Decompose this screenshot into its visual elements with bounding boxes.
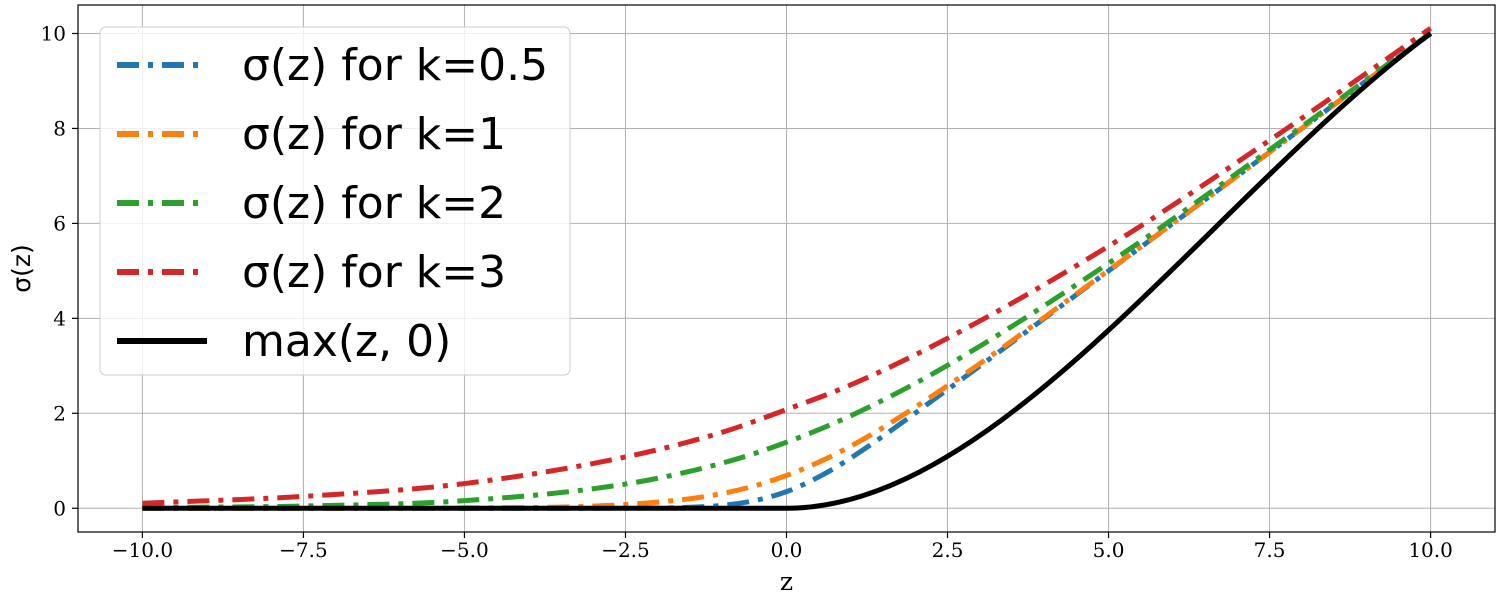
legend-item: σ(z) for k=0.5 [117,40,548,91]
x-tick-label: −5.0 [440,538,489,562]
legend-item: σ(z) for k=3 [117,247,506,298]
y-tick-label: 6 [53,211,66,235]
y-tick-label: 10 [41,21,66,45]
legend-item: σ(z) for k=1 [117,109,506,160]
x-tick-label: 2.5 [932,538,964,562]
legend-item: σ(z) for k=2 [117,178,506,229]
x-tick-label: −2.5 [601,538,650,562]
y-tick-label: 8 [53,116,66,140]
series-line-max-baseline [142,31,1433,511]
y-tick-label: 2 [53,401,66,425]
series-line-k-3 [142,26,1433,506]
legend: σ(z) for k=0.5 σ(z) for k=1 σ(z) for k=2 σ(… [99,26,571,376]
legend-label: σ(z) for k=0.5 [242,40,548,91]
x-tick-label: −10.0 [112,538,173,562]
ticks: −10.0 −7.5 −5.0 −2.5 0.0 2.5 5.0 7.5 10.0 0 2 4 6 8 10 [41,21,1453,562]
series-line-k-2 [142,30,1433,511]
legend-item: max(z, 0) [117,316,451,367]
x-axis-label: z [780,567,793,596]
x-tick-label: 7.5 [1254,538,1286,562]
legend-box [99,26,571,376]
plot-series [142,26,1433,511]
legend-label: σ(z) for k=1 [242,109,506,160]
y-tick-label: 4 [53,306,66,330]
legend-label: σ(z) for k=2 [242,178,506,229]
x-tick-label: 10.0 [1408,538,1453,562]
x-tick-label: 0.0 [771,538,803,562]
x-tick-label: −7.5 [279,538,328,562]
x-tick-label: 5.0 [1093,538,1125,562]
legend-label: max(z, 0) [242,316,451,367]
legend-label: σ(z) for k=3 [242,247,506,298]
y-axis-label: σ(z) [7,244,36,292]
y-tick-label: 0 [53,496,66,520]
